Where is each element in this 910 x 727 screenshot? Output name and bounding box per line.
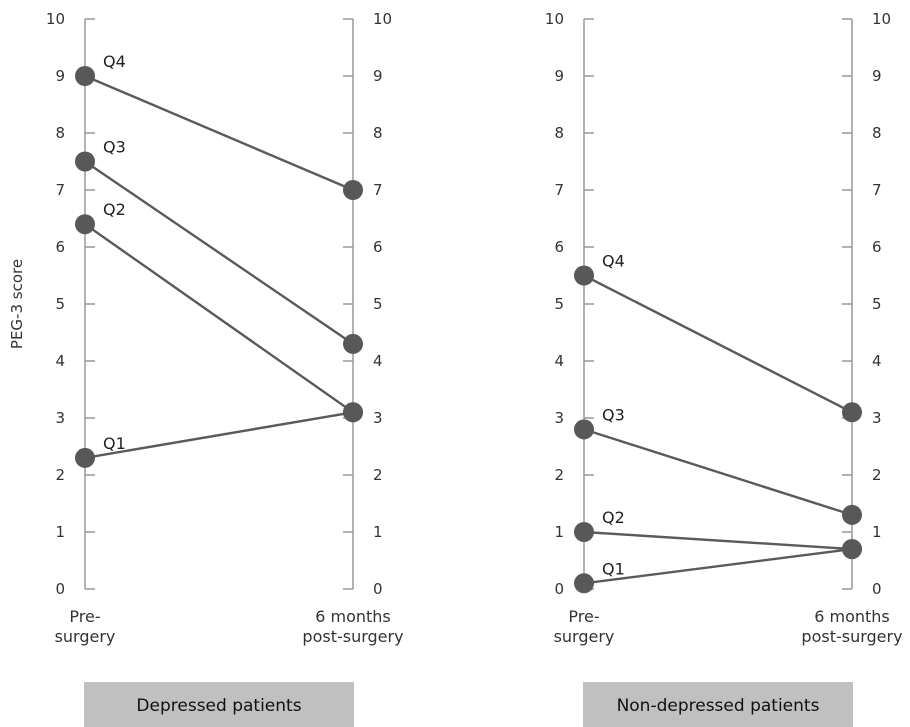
data-point [75,66,95,86]
tick-label: 3 [55,409,65,427]
tick-label: 5 [872,295,882,313]
panel-title-2: Non-depressed patients [617,696,820,716]
tick-label: 10 [373,10,392,28]
tick-label: 9 [554,67,564,85]
tick-label: 2 [872,466,882,484]
series-label-q2: Q2 [103,200,126,219]
data-point [75,151,95,172]
series-line-q3 [84,160,354,345]
tick-label: 5 [55,295,65,313]
tick-label: 7 [55,181,65,199]
data-point [75,214,95,235]
tick-label: 7 [554,181,564,199]
panel-box-1 [84,682,354,727]
tick-label: 2 [373,466,383,484]
tick-label: 4 [872,352,882,370]
tick-label: 9 [55,67,65,85]
tick-label: 8 [554,124,564,142]
tick-label: 1 [373,523,383,541]
tick-label: 6 [55,238,65,256]
tick-label: 8 [872,124,882,142]
tick-label: 5 [373,295,383,313]
tick-label: 0 [554,580,564,598]
category-label: post-surgery [801,627,902,646]
data-point [343,180,363,200]
series-line-q1 [84,411,354,460]
tick-label: 2 [55,466,65,484]
category-label: 6 months [814,607,890,626]
tick-label: 0 [55,580,65,598]
tick-label: 8 [55,124,65,142]
category-label: 6 months [315,607,391,626]
tick-label: 2 [554,466,564,484]
series-label-q4: Q4 [103,52,126,71]
series-label-q3: Q3 [602,405,625,424]
panel-box-2 [583,682,853,727]
tick-label: 7 [373,181,383,199]
data-point [842,504,862,525]
data-point [574,522,594,542]
series-label-q2: Q2 [602,508,625,527]
tick-label: 9 [872,67,882,85]
category-label: post-surgery [302,627,403,646]
series-line-q2 [84,223,354,414]
tick-label: 3 [872,409,882,427]
series-line-q1 [583,547,853,585]
tick-label: 0 [373,580,383,598]
series-label-q4: Q4 [602,252,625,271]
tick-label: 4 [373,352,383,370]
category-label: surgery [554,627,615,646]
tick-label: 1 [872,523,882,541]
data-point [574,573,594,594]
tick-label: 7 [872,181,882,199]
tick-label: 3 [373,409,383,427]
data-point [343,402,363,423]
series-label-q1: Q1 [602,559,625,578]
tick-label: 1 [55,523,65,541]
series-line-q3 [583,428,853,517]
series-line-q4 [84,74,354,192]
category-label: Pre- [568,607,599,626]
data-point [75,447,95,468]
series-line-q2 [583,530,853,551]
tick-label: 8 [373,124,383,142]
tick-label: 10 [545,10,564,28]
data-point [343,333,363,354]
tick-label: 6 [554,238,564,256]
tick-label: 5 [554,295,564,313]
series-label-q3: Q3 [103,138,126,157]
tick-label: 4 [554,352,564,370]
y-axis-label: PEG-3 score [8,259,26,349]
category-label: Pre- [69,607,100,626]
tick-label: 1 [554,523,564,541]
tick-label: 0 [872,580,882,598]
tick-label: 6 [373,238,383,256]
data-point [574,419,594,440]
tick-label: 4 [55,352,65,370]
series-line-q4 [583,274,853,414]
category-label: surgery [55,627,116,646]
tick-label: 6 [872,238,882,256]
panel-title-1: Depressed patients [136,696,301,716]
tick-label: 10 [46,10,65,28]
tick-label: 10 [872,10,891,28]
data-point [842,539,862,560]
tick-label: 3 [554,409,564,427]
data-point [842,402,862,423]
data-point [574,265,594,286]
tick-label: 9 [373,67,383,85]
series-label-q1: Q1 [103,434,126,453]
